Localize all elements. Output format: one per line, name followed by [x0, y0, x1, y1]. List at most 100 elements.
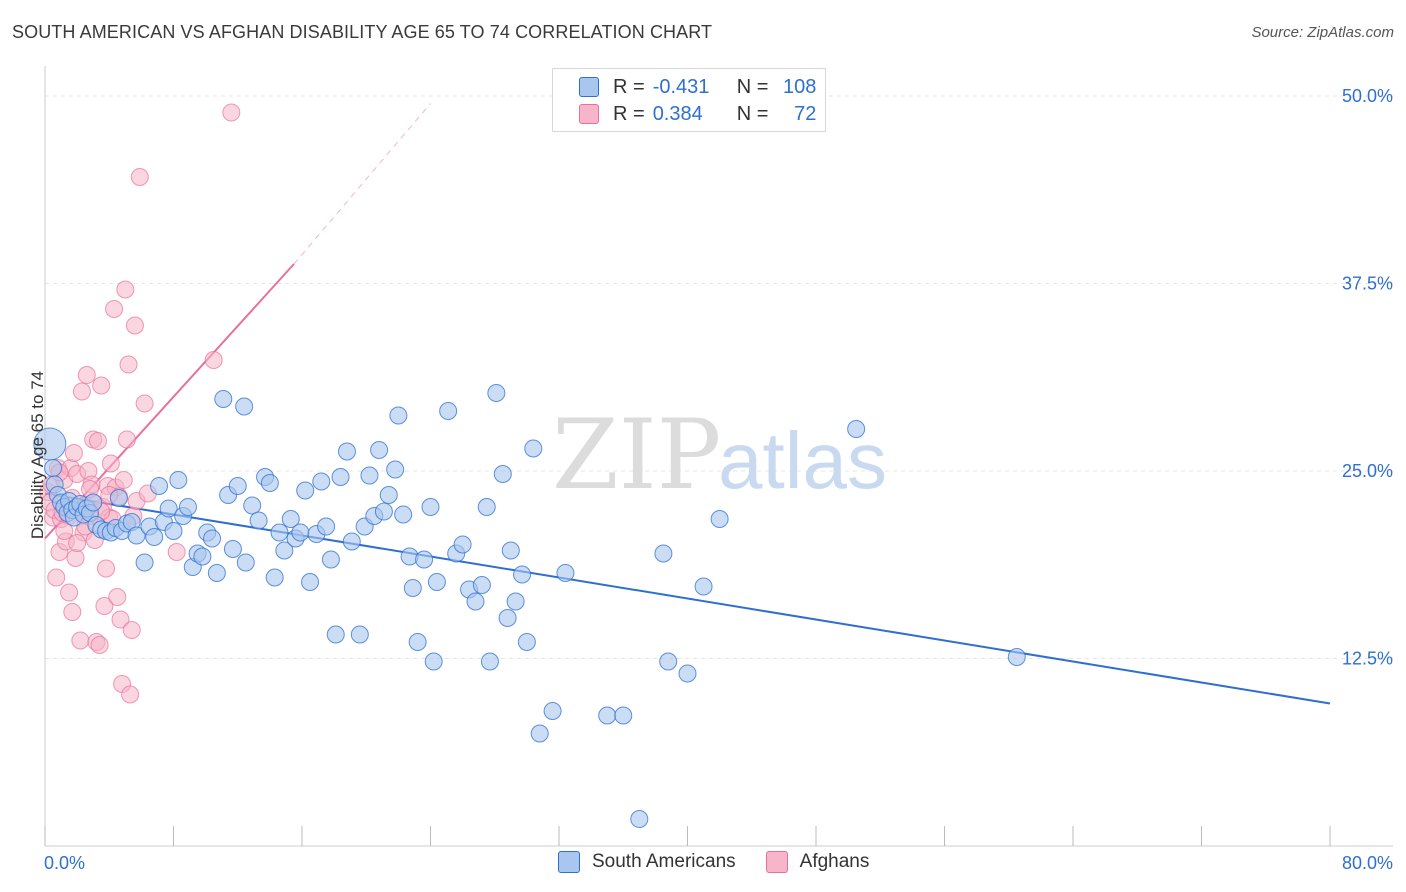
- south-americans-point: [506, 592, 525, 611]
- south-americans-point: [270, 523, 289, 542]
- afghans-points: [39, 103, 241, 704]
- afghans-point: [111, 610, 130, 629]
- south-americans-point: [543, 702, 562, 720]
- legend-n-label: N =: [736, 102, 769, 125]
- south-americans-point: [530, 724, 549, 743]
- y-axis-label: Disability Age 65 to 74: [28, 370, 47, 540]
- afghans-point: [60, 583, 79, 602]
- south-americans-point: [424, 652, 443, 671]
- afghans-point: [95, 597, 114, 615]
- afghans-point: [68, 534, 87, 552]
- afghans-point: [125, 316, 144, 335]
- south-americans-point: [207, 564, 226, 582]
- south-americans-point: [291, 523, 310, 542]
- south-americans-point: [370, 441, 389, 459]
- south-americans-point: [466, 592, 485, 611]
- bottom-legend: South Americans Afghans: [558, 851, 899, 873]
- legend-r-label: R =: [613, 75, 645, 98]
- south-americans-point: [1007, 648, 1026, 666]
- south-americans-point: [487, 384, 506, 402]
- south-americans-point: [678, 664, 697, 683]
- south-americans-point: [360, 466, 379, 485]
- south-americans-point: [403, 579, 422, 597]
- afghans-point: [204, 351, 223, 369]
- south-americans-point: [337, 442, 356, 461]
- south-americans-point: [480, 652, 499, 671]
- bottom-legend-label: South Americans: [592, 851, 736, 872]
- afghans-point: [167, 543, 186, 561]
- afghans-point: [119, 355, 138, 374]
- afghans-point: [47, 568, 66, 587]
- afghans-point: [114, 471, 133, 489]
- chart-title: SOUTH AMERICAN VS AFGHAN DISABILITY AGE …: [12, 22, 713, 42]
- y-tick-label: 25.0%: [1342, 461, 1393, 481]
- afghans-point: [108, 588, 127, 606]
- south-americans-points: [33, 384, 1026, 828]
- legend-swatch-blue: [579, 77, 599, 97]
- south-americans-point: [659, 652, 678, 671]
- legend-r-value: 0.384: [652, 102, 703, 125]
- south-americans-point: [421, 498, 440, 516]
- legend-swatch-pink: [579, 104, 599, 124]
- legend-r-value: -0.431: [652, 75, 710, 98]
- south-americans-point: [260, 474, 279, 492]
- afghans-point: [77, 366, 96, 384]
- south-americans-point: [513, 565, 532, 584]
- south-americans-point: [169, 471, 188, 489]
- afghans-point: [130, 168, 149, 186]
- afghans-point: [89, 432, 108, 450]
- south-americans-point: [501, 541, 520, 560]
- south-americans-point: [193, 547, 212, 566]
- south-americans-point: [312, 472, 331, 491]
- south-americans-point: [235, 397, 254, 416]
- south-americans-point: [847, 420, 866, 438]
- y-tick-label: 50.0%: [1342, 86, 1393, 106]
- bottom-legend-afghans: Afghans: [765, 851, 869, 873]
- south-americans-point: [281, 510, 300, 528]
- south-americans-point: [164, 522, 183, 540]
- south-americans-point: [379, 486, 398, 504]
- legend-n-value: 108: [783, 75, 817, 98]
- trend-line-afghans-extrapolated: [293, 103, 431, 265]
- afghans-point: [92, 376, 111, 395]
- south-americans-point: [127, 526, 146, 545]
- south-americans-point: [145, 528, 164, 546]
- afghans-point: [90, 636, 109, 654]
- south-americans-point: [326, 625, 345, 644]
- legend-row-south-americans: R = -0.431 N = 108: [579, 74, 816, 100]
- afghans-point: [55, 522, 74, 540]
- south-americans-point: [415, 550, 434, 569]
- bottom-legend-swatch-pink: [765, 851, 788, 873]
- south-americans-point: [84, 493, 103, 512]
- south-americans-point: [556, 564, 575, 582]
- south-americans-point: [228, 477, 247, 495]
- y-tick-label: 12.5%: [1342, 649, 1393, 669]
- south-americans-point: [524, 439, 543, 458]
- south-americans-point: [275, 541, 294, 560]
- legend-n-label: N =: [736, 75, 769, 98]
- afghans-point: [63, 603, 82, 621]
- afghans-point: [116, 280, 135, 299]
- south-americans-point: [630, 810, 649, 828]
- south-americans-point: [301, 573, 320, 591]
- afghans-point: [101, 454, 120, 473]
- south-americans-point: [386, 460, 405, 479]
- south-americans-point: [453, 535, 472, 554]
- source-label: Source: ZipAtlas.com: [1251, 24, 1394, 41]
- south-americans-point: [472, 576, 491, 594]
- south-americans-point: [109, 489, 128, 507]
- south-americans-point: [427, 573, 446, 591]
- south-americans-point: [498, 609, 517, 627]
- south-americans-point: [178, 498, 197, 516]
- x-tick-label-min: 0.0%: [44, 853, 85, 873]
- afghans-point: [121, 685, 140, 704]
- south-americans-point: [400, 547, 419, 566]
- tick-labels: 12.5% 25.0% 37.5% 50.0% 0.0% 80.0%: [44, 86, 1393, 873]
- south-americans-point: [614, 706, 633, 725]
- south-americans-point: [249, 511, 268, 530]
- south-americans-point: [394, 505, 413, 524]
- gridlines: [45, 95, 1393, 659]
- legend-n-value: 72: [794, 102, 817, 125]
